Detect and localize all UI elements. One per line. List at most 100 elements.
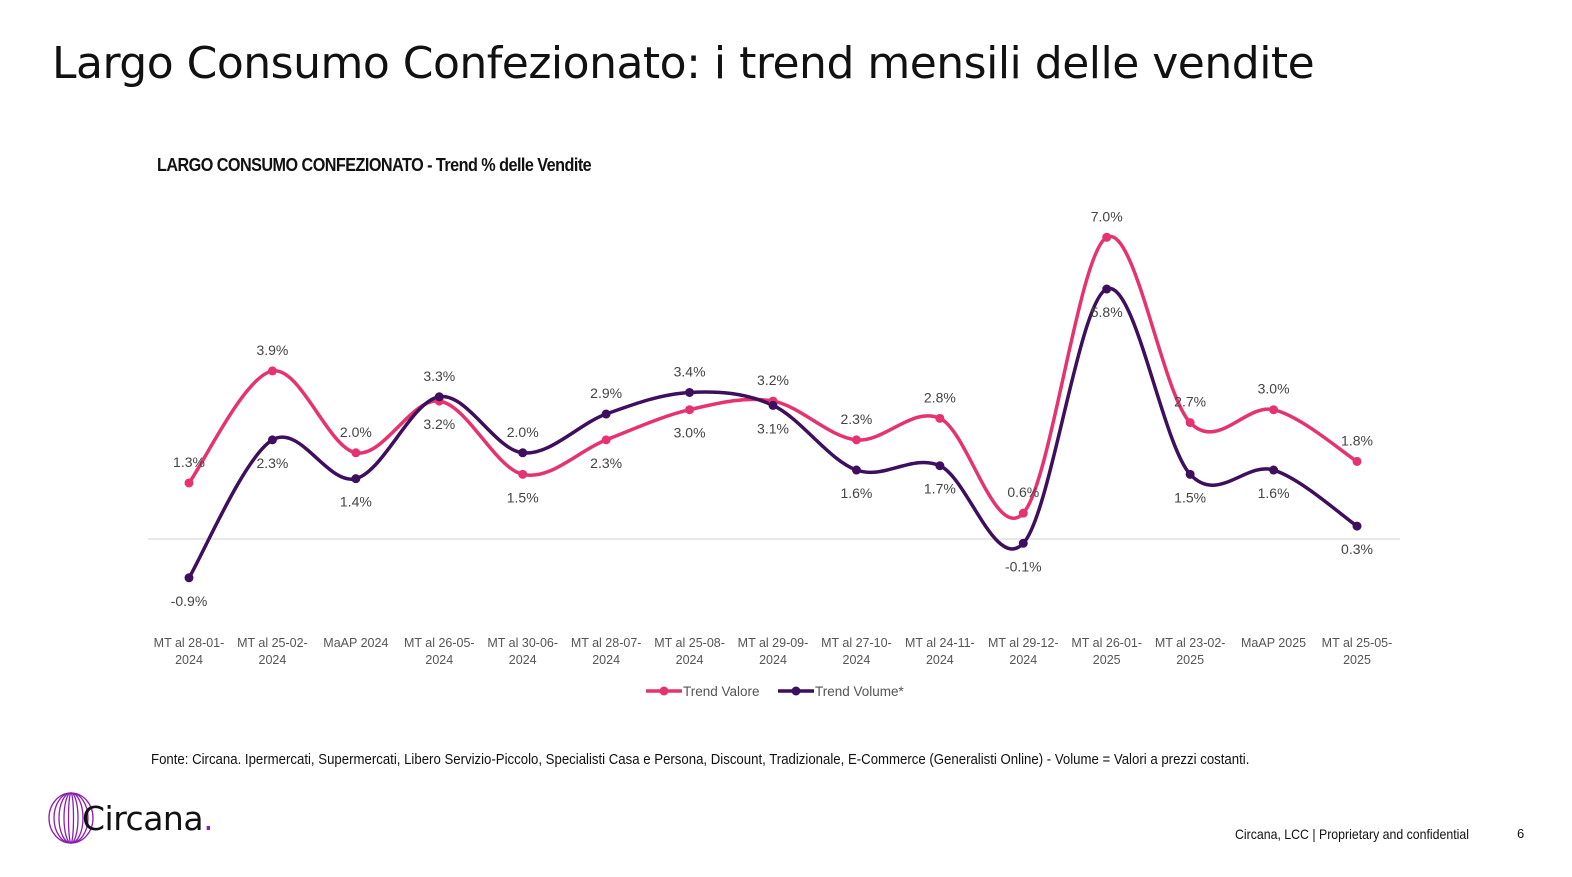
x-tick-label: MT al 25-05- [1322,636,1393,650]
data-label: 1.4% [340,494,372,510]
x-tick-label: MT al 25-02- [237,636,308,650]
x-tick-label: MT al 24-11- [905,636,975,650]
data-point [851,465,861,475]
source-note: Fonte: Circana. Ipermercati, Supermercat… [151,751,1250,768]
data-label: -0.1% [1005,558,1042,574]
x-tick-label: MT al 26-05- [404,636,475,650]
series-line-valore [187,234,1358,520]
data-label: 1.5% [1174,489,1206,505]
data-point [434,392,444,402]
chart-title: LARGO CONSUMO CONFEZIONATO - Trend % del… [157,155,592,175]
data-label: 2.8% [924,389,956,405]
data-point [1185,469,1195,479]
data-point [1018,538,1028,548]
x-tick-label: MT al 28-07- [571,636,642,650]
slide-title: Largo Consumo Confezionato: i trend mens… [52,38,1315,89]
data-point [1018,508,1028,518]
data-label: 2.3% [256,455,288,471]
legend-item-valore[interactable]: Trend Valore [646,684,760,699]
data-label: 1.5% [507,489,539,505]
circana-logo: Circana. [46,790,214,846]
x-tick-label: 2024 [259,653,287,667]
data-label: 3.2% [423,416,455,432]
x-tick-label: 2024 [175,653,203,667]
x-tick-label: MT al 23-02- [1155,636,1226,650]
data-label: 7.0% [1091,208,1123,224]
data-point [351,474,361,484]
x-tick-label: 2024 [509,653,537,667]
x-tick-label: 2024 [425,653,453,667]
x-tick-label: MT al 30-06- [487,636,558,650]
data-label: 3.9% [256,342,288,358]
data-point [935,413,945,423]
x-tick-label: MaAP 2025 [1241,636,1306,650]
x-tick-label: MT al 25-08- [654,636,725,650]
data-label: 2.0% [340,424,372,440]
page-number: 6 [1517,826,1525,841]
x-tick-label: 2024 [676,653,704,667]
legend-label: Trend Volume* [815,684,905,699]
x-tick-label: 2025 [1176,653,1204,667]
x-tick-label: 2025 [1093,653,1121,667]
x-tick-label: 2024 [759,653,787,667]
data-point [1102,232,1112,242]
data-label: 1.7% [924,481,956,497]
data-point [351,448,361,458]
legend-marker [659,686,669,696]
data-point [1185,418,1195,428]
x-tick-label: 2025 [1343,653,1371,667]
x-tick-label: MT al 26-01- [1071,636,1142,650]
data-label: 3.1% [757,420,789,436]
data-point [184,573,194,583]
data-point [1269,465,1279,475]
legend-label: Trend Valore [683,684,760,699]
data-label: 5.8% [1091,304,1123,320]
x-tick-label: 2024 [843,653,871,667]
data-label: 1.6% [840,485,872,501]
data-point [685,387,695,397]
data-point [518,448,528,458]
data-label: 1.6% [1258,485,1290,501]
legend-item-volume[interactable]: Trend Volume* [778,684,905,699]
x-tick-label: MT al 27-10- [821,636,892,650]
x-tick-label: 2024 [1009,653,1037,667]
data-label: 3.4% [674,363,706,379]
data-point [267,366,277,376]
x-tick-label: MT al 29-12- [988,636,1059,650]
data-point [1102,284,1112,294]
data-label: 3.0% [1258,381,1290,397]
data-label: 2.7% [1174,394,1206,410]
series-line-volume [187,287,1358,579]
logo-text: Circana. [82,798,214,838]
footer-confidential: Circana, LCC | Proprietary and confident… [1235,826,1469,842]
data-label: 3.3% [423,368,455,384]
x-tick-label: MT al 29-09- [738,636,809,650]
data-point [685,405,695,415]
data-label: 3.0% [674,425,706,441]
data-point [1352,521,1362,531]
data-label: 2.9% [590,385,622,401]
data-point [267,435,277,445]
x-tick-label: 2024 [592,653,620,667]
data-label: 2.3% [840,411,872,427]
circana-globe-icon [48,792,94,844]
data-point [601,435,611,445]
data-label: 2.0% [507,424,539,440]
data-point [851,435,861,445]
x-tick-label: MT al 28-01- [154,636,225,650]
data-point [601,409,611,419]
data-point [768,400,778,410]
x-tick-label: MaAP 2024 [323,636,388,650]
data-label: -0.9% [171,593,208,609]
data-point [1352,456,1362,466]
data-label: 2.3% [590,455,622,471]
legend-marker [791,686,801,696]
data-point [1269,405,1279,415]
data-point [935,461,945,471]
data-point [184,478,194,488]
data-label: 1.3% [173,454,205,470]
x-tick-label: 2024 [926,653,954,667]
data-label: 1.8% [1341,432,1373,448]
data-point [518,469,528,479]
